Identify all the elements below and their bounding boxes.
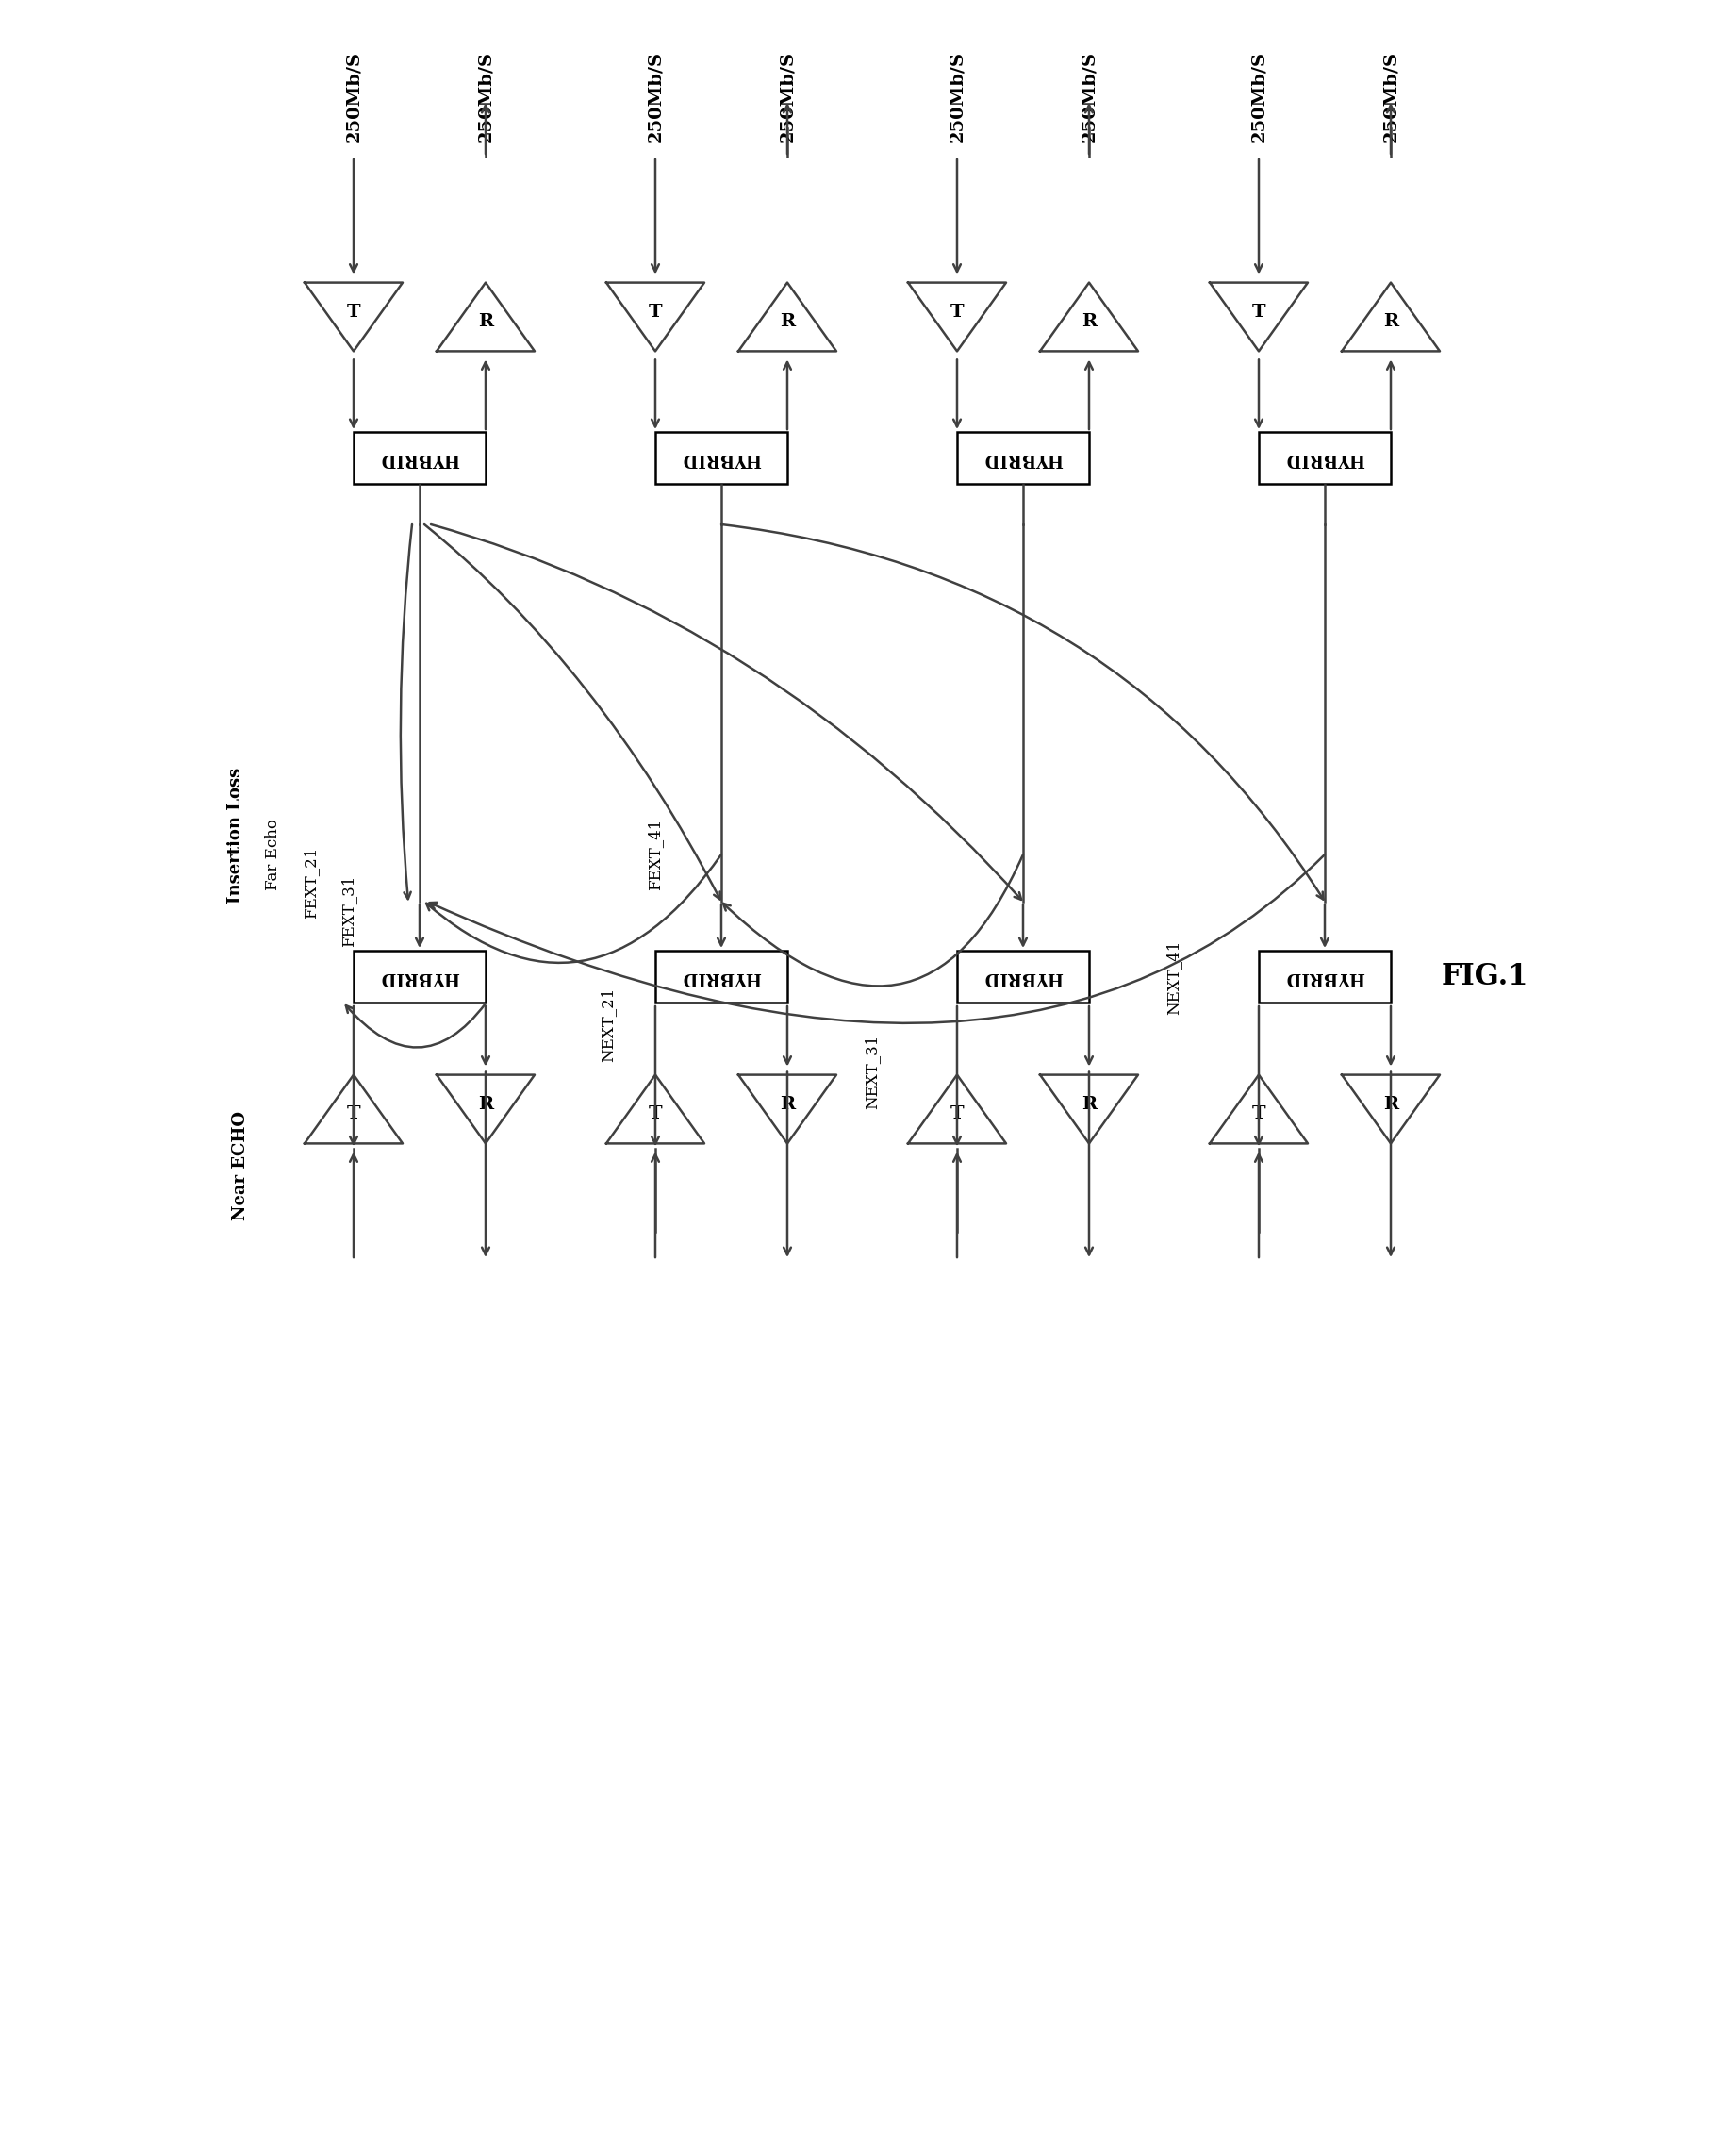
FancyArrowPatch shape [425, 524, 720, 899]
Text: 250Mb/S: 250Mb/S [647, 52, 664, 142]
Text: HYBRID: HYBRID [380, 968, 460, 985]
FancyBboxPatch shape [1259, 951, 1391, 1003]
Text: 250Mb/S: 250Mb/S [477, 52, 494, 142]
Text: 250Mb/S: 250Mb/S [1382, 52, 1399, 142]
Text: FEXT_31: FEXT_31 [340, 875, 357, 946]
FancyArrowPatch shape [721, 524, 1323, 899]
FancyBboxPatch shape [354, 433, 486, 485]
Text: HYBRID: HYBRID [983, 451, 1063, 468]
Text: HYBRID: HYBRID [1285, 968, 1363, 985]
Text: R: R [1080, 313, 1096, 330]
Text: Insertion Loss: Insertion Loss [227, 768, 244, 903]
FancyBboxPatch shape [655, 433, 787, 485]
Text: T: T [649, 304, 662, 321]
Text: R: R [1080, 1095, 1096, 1112]
Text: Near ECHO: Near ECHO [232, 1110, 248, 1220]
FancyBboxPatch shape [354, 951, 486, 1003]
Text: T: T [347, 304, 361, 321]
Text: HYBRID: HYBRID [983, 968, 1063, 985]
Text: Far Echo: Far Echo [265, 819, 281, 890]
FancyArrowPatch shape [427, 854, 721, 964]
Text: 250Mb/S: 250Mb/S [948, 52, 966, 142]
Text: HYBRID: HYBRID [380, 451, 460, 468]
FancyBboxPatch shape [1259, 433, 1391, 485]
Text: FEXT_21: FEXT_21 [303, 847, 319, 918]
Text: R: R [779, 313, 794, 330]
Text: HYBRID: HYBRID [681, 451, 761, 468]
FancyBboxPatch shape [957, 433, 1089, 485]
Text: T: T [1252, 304, 1266, 321]
Text: T: T [950, 304, 964, 321]
FancyBboxPatch shape [655, 951, 787, 1003]
FancyArrowPatch shape [430, 854, 1325, 1024]
FancyArrowPatch shape [430, 524, 1021, 899]
Text: NEXT_21: NEXT_21 [600, 987, 616, 1061]
Text: 250Mb/S: 250Mb/S [345, 52, 362, 142]
FancyBboxPatch shape [957, 951, 1089, 1003]
Text: HYBRID: HYBRID [681, 968, 761, 985]
Text: HYBRID: HYBRID [1285, 451, 1363, 468]
Text: 250Mb/S: 250Mb/S [1080, 52, 1098, 142]
Text: T: T [649, 1106, 662, 1123]
Text: T: T [950, 1106, 964, 1123]
Text: FEXT_41: FEXT_41 [647, 819, 662, 890]
Text: T: T [347, 1106, 361, 1123]
Text: 250Mb/S: 250Mb/S [1250, 52, 1266, 142]
FancyArrowPatch shape [723, 854, 1023, 985]
Text: T: T [1252, 1106, 1266, 1123]
FancyArrowPatch shape [345, 1003, 486, 1048]
Text: R: R [479, 1095, 492, 1112]
Text: R: R [779, 1095, 794, 1112]
Text: NEXT_31: NEXT_31 [864, 1035, 879, 1108]
Text: R: R [479, 313, 492, 330]
Text: R: R [1382, 1095, 1398, 1112]
Text: 250Mb/S: 250Mb/S [779, 52, 796, 142]
Text: NEXT_41: NEXT_41 [1165, 940, 1181, 1015]
Text: FIG.1: FIG.1 [1441, 962, 1528, 992]
FancyArrowPatch shape [401, 524, 411, 899]
Text: R: R [1382, 313, 1398, 330]
